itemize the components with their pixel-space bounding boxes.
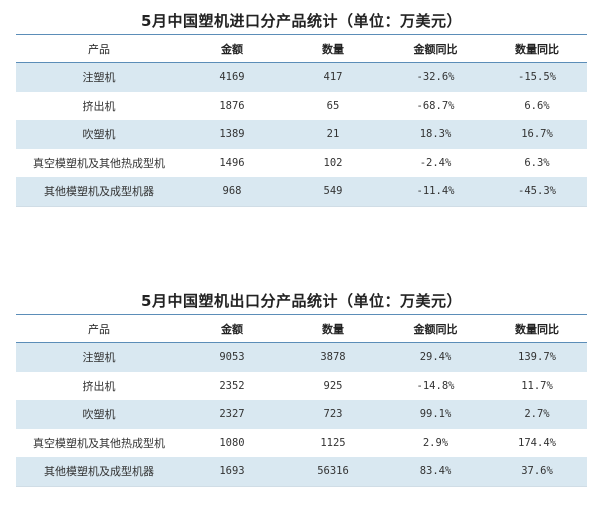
cell-amount-yoy: 2.9% (422, 436, 449, 449)
cell-product: 注塑机 (82, 351, 116, 365)
table-row: 真空模塑机及其他热成型机 1080 1125 2.9% 174.4% (16, 428, 587, 457)
cell-product: 注塑机 (82, 71, 116, 85)
cell-product: 其他模塑机及成型机器 (44, 465, 154, 479)
cell-amount-yoy: -14.8% (416, 379, 455, 392)
cell-product: 挤出机 (82, 379, 116, 393)
cell-amount: 1876 (219, 99, 245, 112)
import-table: 产品 金额 数量 金额同比 数量同比 注塑机 4169 417 -32.6% -… (16, 34, 587, 207)
cell-quantity-yoy: 11.7% (521, 379, 553, 392)
table-row: 吹塑机 2327 723 99.1% 2.7% (16, 400, 587, 429)
cell-product: 挤出机 (82, 99, 116, 113)
cell-quantity: 3878 (320, 351, 346, 364)
table-header-row: 产品 金额 数量 金额同比 数量同比 (16, 34, 587, 63)
header-quantity-yoy: 数量同比 (487, 314, 587, 343)
table-row: 注塑机 9053 3878 29.4% 139.7% (16, 342, 587, 372)
export-table-title: 5月中国塑机出口分产品统计（单位：万美元） (141, 292, 462, 310)
export-table-block: 5月中国塑机出口分产品统计（单位：万美元） 产品 金额 数量 金额同比 数量同比… (16, 288, 587, 487)
table-row: 挤出机 2352 925 -14.8% 11.7% (16, 371, 587, 400)
import-table-title: 5月中国塑机进口分产品统计（单位：万美元） (141, 12, 462, 30)
cell-quantity-yoy: 6.3% (524, 156, 550, 169)
header-amount: 金额 (182, 314, 282, 343)
export-table: 产品 金额 数量 金额同比 数量同比 注塑机 9053 3878 29.4% 1… (16, 314, 587, 487)
cell-amount-yoy: 83.4% (419, 465, 452, 478)
cell-quantity: 417 (323, 71, 343, 84)
table-row: 其他模塑机及成型机器 1693 56316 83.4% 37.6% (16, 457, 587, 486)
cell-amount-yoy: -11.4% (416, 185, 455, 198)
table-row: 挤出机 1876 65 -68.7% 6.6% (16, 91, 587, 120)
cell-quantity-yoy: 6.6% (524, 99, 550, 112)
cell-quantity: 1125 (320, 436, 346, 449)
cell-quantity: 21 (326, 128, 340, 141)
header-quantity: 数量 (282, 34, 384, 63)
header-amount: 金额 (182, 34, 282, 63)
header-quantity-yoy: 数量同比 (487, 34, 587, 63)
cell-quantity: 925 (323, 379, 343, 392)
cell-amount: 4169 (219, 71, 245, 84)
header-amount-yoy: 金额同比 (384, 314, 487, 343)
cell-product: 真空模塑机及其他热成型机 (33, 156, 165, 170)
cell-quantity: 549 (323, 185, 343, 198)
table-header-row: 产品 金额 数量 金额同比 数量同比 (16, 314, 587, 343)
import-table-block: 5月中国塑机进口分产品统计（单位：万美元） 产品 金额 数量 金额同比 数量同比… (16, 8, 587, 207)
cell-amount-yoy: -2.4% (419, 156, 452, 169)
cell-quantity-yoy: -45.3% (518, 185, 556, 198)
cell-amount-yoy: -32.6% (416, 71, 455, 84)
table-row: 真空模塑机及其他热成型机 1496 102 -2.4% 6.3% (16, 148, 587, 177)
cell-amount-yoy: 29.4% (419, 351, 452, 364)
cell-quantity: 102 (323, 156, 343, 169)
cell-quantity-yoy: -15.5% (518, 71, 556, 84)
cell-amount: 1080 (219, 436, 245, 449)
cell-quantity: 65 (326, 99, 340, 112)
header-amount-yoy: 金额同比 (384, 34, 487, 63)
cell-product: 吹塑机 (82, 128, 116, 142)
cell-quantity: 56316 (317, 465, 349, 478)
header-product: 产品 (16, 314, 182, 343)
header-product: 产品 (16, 34, 182, 63)
cell-quantity-yoy: 174.4% (518, 436, 556, 449)
cell-amount: 9053 (219, 351, 245, 364)
cell-quantity-yoy: 37.6% (521, 465, 553, 478)
cell-amount: 2352 (219, 379, 245, 392)
cell-amount-yoy: 18.3% (419, 128, 452, 141)
cell-amount: 2327 (219, 408, 245, 421)
cell-amount: 1496 (219, 156, 245, 169)
cell-quantity-yoy: 2.7% (524, 408, 550, 421)
cell-amount-yoy: -68.7% (416, 99, 455, 112)
table-row: 注塑机 4169 417 -32.6% -15.5% (16, 62, 587, 92)
cell-amount: 968 (222, 185, 242, 198)
cell-amount-yoy: 99.1% (419, 408, 452, 421)
cell-product: 其他模塑机及成型机器 (44, 185, 154, 199)
table-row: 吹塑机 1389 21 18.3% 16.7% (16, 120, 587, 149)
cell-quantity-yoy: 139.7% (518, 351, 556, 364)
cell-quantity-yoy: 16.7% (521, 128, 553, 141)
cell-quantity: 723 (323, 408, 343, 421)
cell-amount: 1389 (219, 128, 245, 141)
header-quantity: 数量 (282, 314, 384, 343)
table-row: 其他模塑机及成型机器 968 549 -11.4% -45.3% (16, 177, 587, 206)
cell-product: 吹塑机 (82, 408, 116, 422)
cell-amount: 1693 (219, 465, 245, 478)
cell-product: 真空模塑机及其他热成型机 (33, 436, 165, 450)
